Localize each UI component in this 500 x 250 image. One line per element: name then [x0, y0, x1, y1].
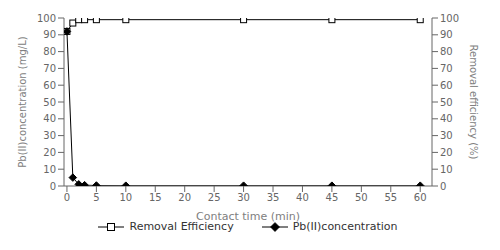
svg-text:50: 50 [355, 192, 368, 203]
svg-text:30: 30 [440, 130, 453, 141]
svg-text:10: 10 [43, 164, 56, 175]
svg-text:80: 80 [440, 46, 453, 57]
svg-text:0: 0 [64, 192, 70, 203]
svg-text:60: 60 [414, 192, 427, 203]
svg-text:5: 5 [93, 192, 99, 203]
html-text:Pb(II)concentration: Pb(II)concentration [292, 220, 398, 233]
html-text:Removal Efficiency: Removal Efficiency [129, 220, 234, 233]
svg-text:45: 45 [326, 192, 339, 203]
svg-text:40: 40 [296, 192, 309, 203]
svg-text:60: 60 [440, 80, 453, 91]
svg-text:20: 20 [440, 147, 453, 158]
svg-text:10: 10 [440, 164, 453, 175]
svg-text:15: 15 [149, 192, 162, 203]
svg-text:70: 70 [440, 63, 453, 74]
svg-text:50: 50 [43, 97, 56, 108]
svg-text:25: 25 [208, 192, 221, 203]
svg-text:0: 0 [440, 181, 446, 192]
svg-text:Pb(II)concentration (mg/L): Pb(II)concentration (mg/L) [17, 36, 28, 167]
svg-text:50: 50 [440, 97, 453, 108]
svg-text:55: 55 [384, 192, 397, 203]
svg-text:30: 30 [237, 192, 250, 203]
svg-text:60: 60 [43, 80, 56, 91]
svg-text:20: 20 [43, 147, 56, 158]
svg-text:70: 70 [43, 63, 56, 74]
svg-text:40: 40 [43, 113, 56, 124]
svg-text:Removal efficiency (%): Removal efficiency (%) [468, 45, 479, 160]
svg-text:80: 80 [43, 46, 56, 57]
svg-text:40: 40 [440, 113, 453, 124]
svg-text:90: 90 [43, 29, 56, 40]
svg-text:10: 10 [119, 192, 132, 203]
svg-text:0: 0 [50, 181, 56, 192]
svg-text:30: 30 [43, 130, 56, 141]
svg-text:35: 35 [267, 192, 280, 203]
svg-text:100: 100 [37, 13, 56, 24]
svg-text:100: 100 [440, 13, 459, 24]
svg-text:20: 20 [178, 192, 191, 203]
svg-text:90: 90 [440, 29, 453, 40]
svg-text:Contact time (min): Contact time (min) [196, 210, 300, 223]
